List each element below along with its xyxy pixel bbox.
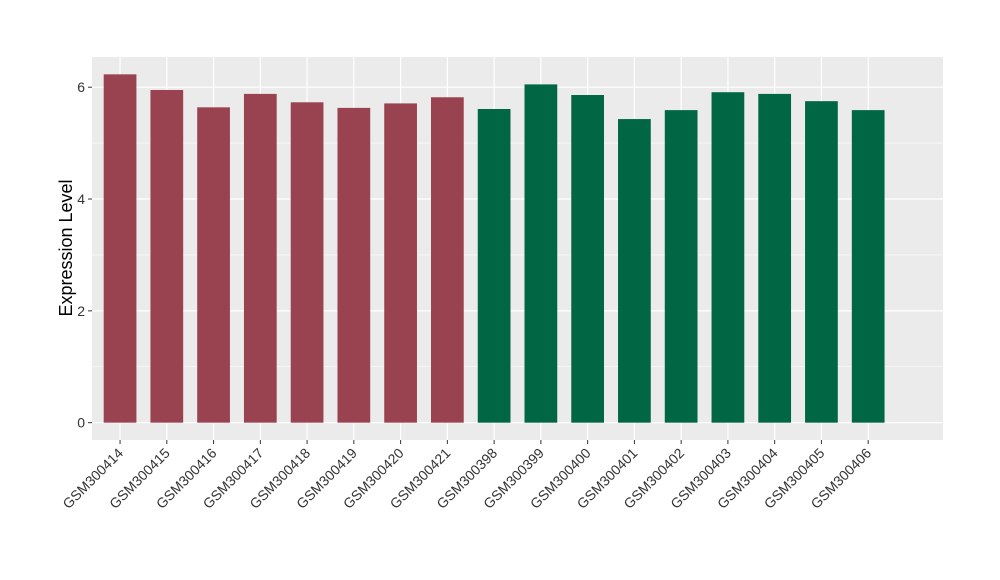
bar [103, 74, 137, 423]
bar [197, 107, 230, 423]
bar [477, 108, 511, 423]
y-tick-label: 0 [77, 415, 85, 431]
bar [337, 107, 371, 423]
bar [243, 93, 277, 423]
bar [524, 84, 558, 423]
bar [150, 89, 184, 423]
bar [664, 110, 698, 423]
bar [571, 95, 605, 423]
bar [290, 102, 324, 423]
bar [384, 103, 417, 423]
y-tick-label: 2 [77, 303, 85, 319]
plot-panel [92, 57, 943, 440]
bar [758, 93, 792, 423]
bar [711, 92, 745, 423]
bar [851, 110, 885, 423]
y-axis-title: Expression Level [56, 179, 76, 316]
bar [805, 101, 838, 423]
bar [618, 119, 651, 423]
y-tick-label: 4 [77, 191, 85, 207]
y-tick-label: 6 [77, 79, 85, 95]
bar [430, 97, 464, 423]
